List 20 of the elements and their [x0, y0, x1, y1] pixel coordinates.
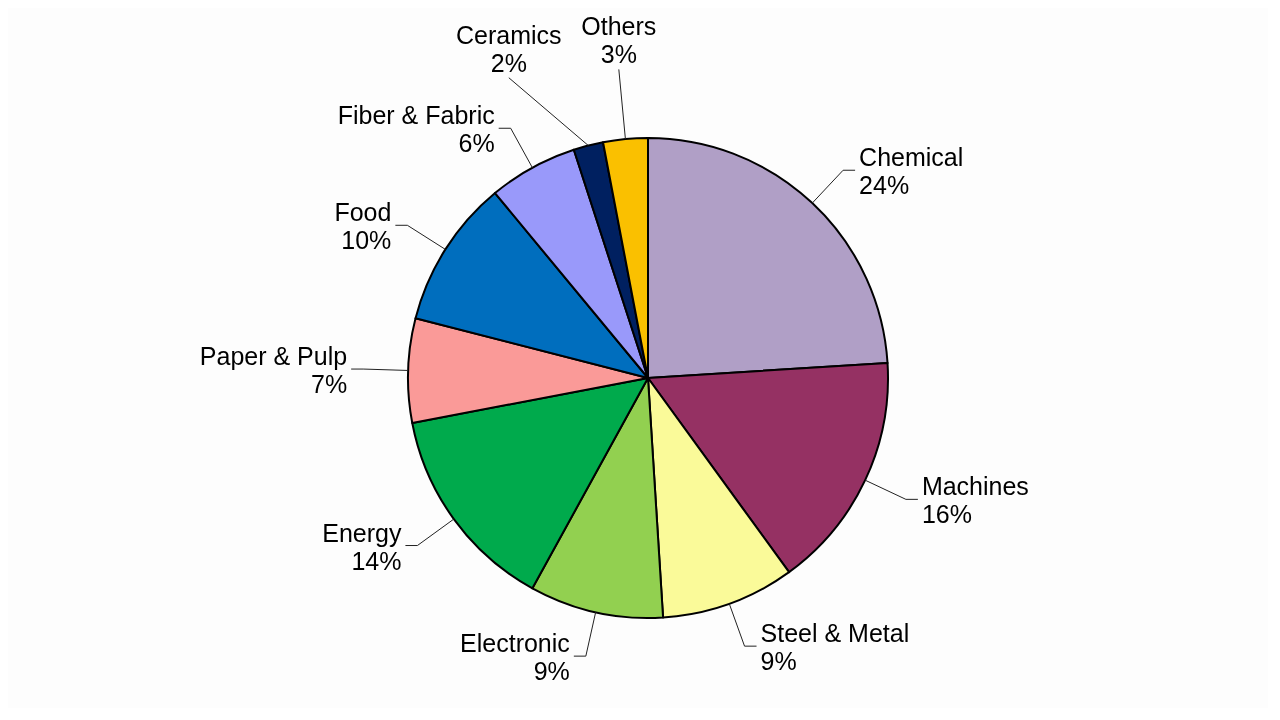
data-label: 24% [859, 171, 910, 200]
slice-label: Paper & Pulp [199, 342, 348, 371]
slice-label: Chemical [859, 143, 964, 172]
slice-label: Fiber & Fabric [337, 101, 495, 130]
data-label: 14% [351, 546, 402, 575]
data-label: 6% [458, 129, 495, 158]
slice-label: Food [334, 198, 392, 227]
slice-label: Steel & Metal [760, 619, 910, 648]
data-label: 16% [921, 500, 972, 529]
data-label: 2% [490, 48, 527, 77]
slice-label: Energy [322, 518, 402, 547]
data-label: 3% [600, 40, 637, 69]
slice-label: Others [581, 12, 657, 41]
slice-label: Machines [921, 472, 1029, 501]
data-label: 10% [341, 226, 392, 255]
slice-label: Electronic [460, 629, 570, 658]
data-label: 9% [533, 657, 570, 686]
data-label: 9% [760, 647, 797, 676]
slice-label: Ceramics [456, 20, 562, 49]
data-label: 7% [311, 370, 348, 399]
